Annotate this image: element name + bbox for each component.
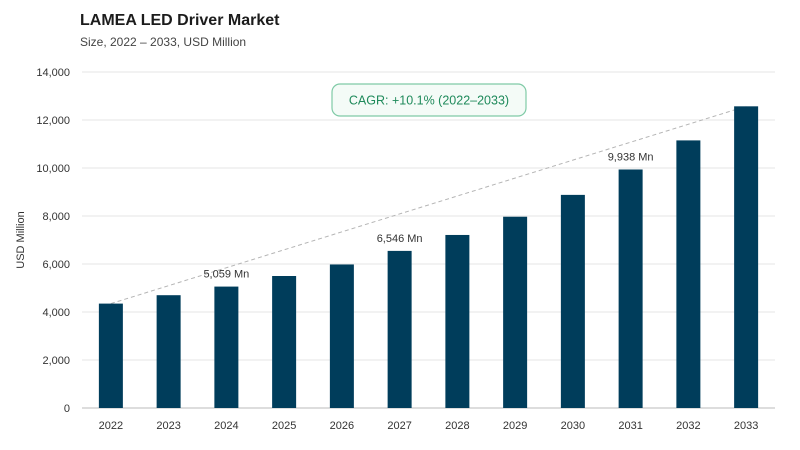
data-labels: 5,059 Mn 6,546 Mn 9,938 Mn xyxy=(203,151,653,280)
x-axis-ticks: 2022 2023 2024 2025 2026 2027 2028 2029 2030 2031… xyxy=(99,420,759,432)
bar xyxy=(272,276,297,408)
trend-line-layer xyxy=(110,105,747,305)
cagr-text: CAGR: +10.1% (2022–2033) xyxy=(349,94,509,108)
x-tick-label: 2022 xyxy=(99,420,123,432)
y-tick-label: 4,000 xyxy=(42,307,70,319)
x-tick-label: 2030 xyxy=(561,420,585,432)
bar xyxy=(98,303,123,408)
bars xyxy=(98,106,759,408)
y-tick-label: 10,000 xyxy=(36,163,70,175)
bar xyxy=(214,286,239,408)
bar xyxy=(676,140,701,408)
y-tick-label: 8,000 xyxy=(42,211,70,223)
x-tick-label: 2032 xyxy=(676,420,700,432)
x-tick-label: 2023 xyxy=(156,420,180,432)
y-axis-ticks: 0 2,000 4,000 6,000 8,000 10,000 12,000 14,000 xyxy=(36,67,70,415)
cagr-box xyxy=(331,83,527,117)
x-tick-label: 2028 xyxy=(445,420,469,432)
bar xyxy=(445,234,470,408)
x-tick-label: 2025 xyxy=(272,420,296,432)
x-tick-label: 2027 xyxy=(387,420,411,432)
trend-line xyxy=(110,105,747,305)
x-tick-label: 2029 xyxy=(503,420,527,432)
y-tick-label: 2,000 xyxy=(42,355,70,367)
data-label: 6,546 Mn xyxy=(377,233,423,245)
y-tick-label: 12,000 xyxy=(36,115,70,127)
bar xyxy=(329,264,354,408)
bar xyxy=(503,216,528,408)
data-label: 5,059 Mn xyxy=(203,269,249,281)
bar xyxy=(156,295,181,408)
y-tick-label: 14,000 xyxy=(36,67,70,79)
x-tick-label: 2033 xyxy=(734,420,758,432)
grid-lines xyxy=(82,71,775,409)
cagr-annotation: CAGR: +10.1% (2022–2033) xyxy=(331,83,527,117)
bar xyxy=(618,169,643,408)
y-tick-label: 6,000 xyxy=(42,259,70,271)
x-tick-label: 2024 xyxy=(214,420,238,432)
chart-subtitle: Size, 2022 – 2033, USD Million xyxy=(80,35,247,49)
bar xyxy=(387,250,412,408)
chart-title: LAMEA LED Driver Market xyxy=(80,12,280,29)
bar xyxy=(734,106,759,408)
y-tick-label: 0 xyxy=(64,403,70,415)
x-tick-label: 2031 xyxy=(618,420,642,432)
y-axis-label: USD Million xyxy=(15,211,27,268)
x-tick-label: 2026 xyxy=(330,420,354,432)
data-label: 9,938 Mn xyxy=(608,151,654,163)
bar xyxy=(560,194,585,408)
